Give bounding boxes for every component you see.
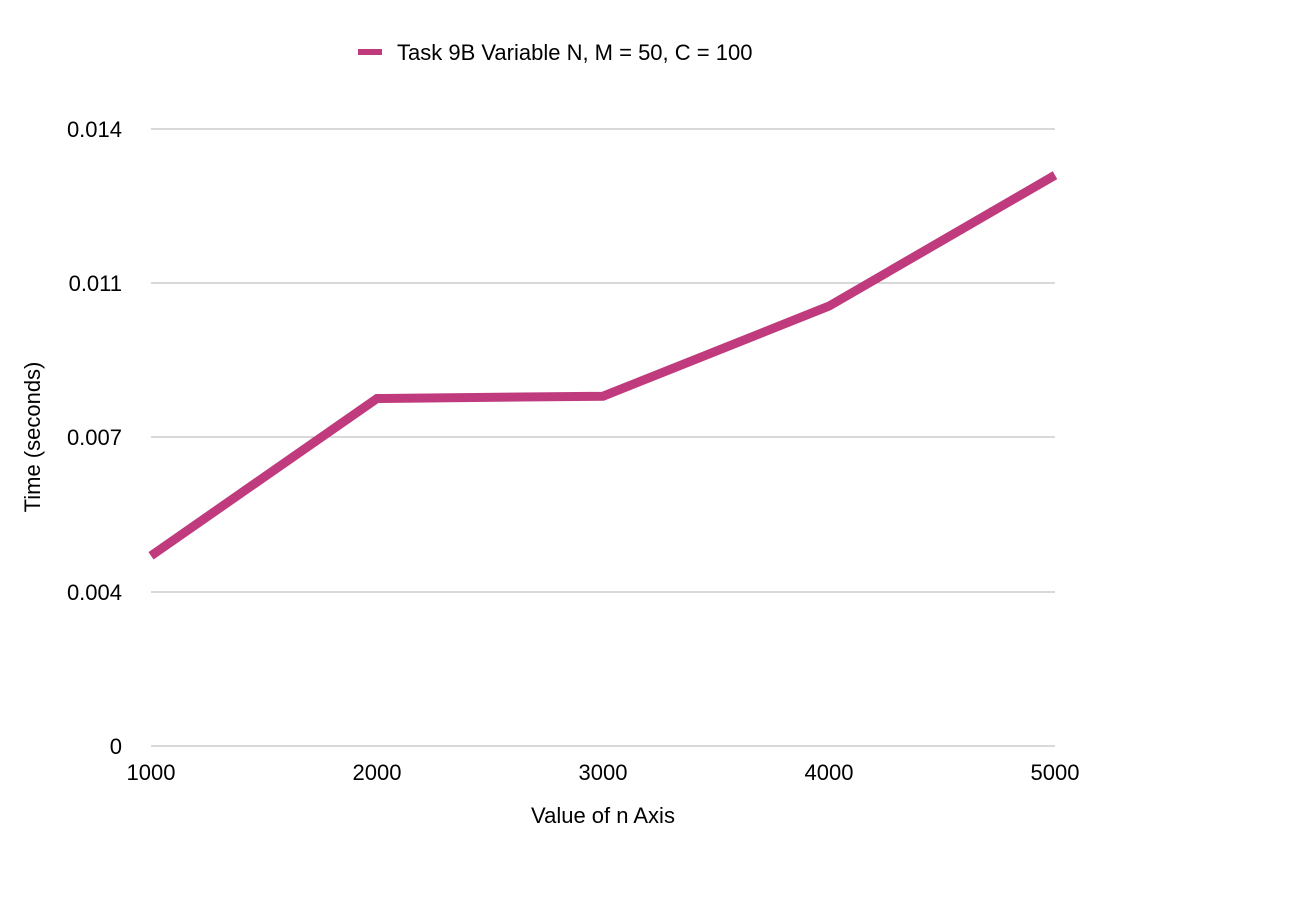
- y-tick-label: 0: [110, 734, 122, 759]
- y-tick-label: 0.007: [67, 425, 122, 450]
- y-tick-label: 0.011: [69, 271, 122, 296]
- legend-label: Task 9B Variable N, M = 50, C = 100: [397, 40, 752, 65]
- y-axis-title: Time (seconds): [20, 362, 45, 513]
- y-axis-tick-labels: 0 0.004 0.007 0.011 0.014: [67, 117, 122, 759]
- legend: Task 9B Variable N, M = 50, C = 100: [358, 40, 752, 65]
- x-tick-label: 2000: [353, 760, 402, 785]
- x-tick-label: 4000: [805, 760, 854, 785]
- x-tick-label: 5000: [1031, 760, 1080, 785]
- series-layer: [148, 171, 1058, 560]
- x-tick-label: 3000: [579, 760, 628, 785]
- y-tick-label: 0.014: [67, 117, 122, 142]
- x-axis-title: Value of n Axis: [531, 803, 675, 828]
- y-tick-label: 0.004: [67, 580, 122, 605]
- x-axis-tick-labels: 1000 2000 3000 4000 5000: [127, 760, 1080, 785]
- gridlines: [151, 128, 1055, 747]
- series-line: [148, 171, 1058, 560]
- x-tick-label: 1000: [127, 760, 176, 785]
